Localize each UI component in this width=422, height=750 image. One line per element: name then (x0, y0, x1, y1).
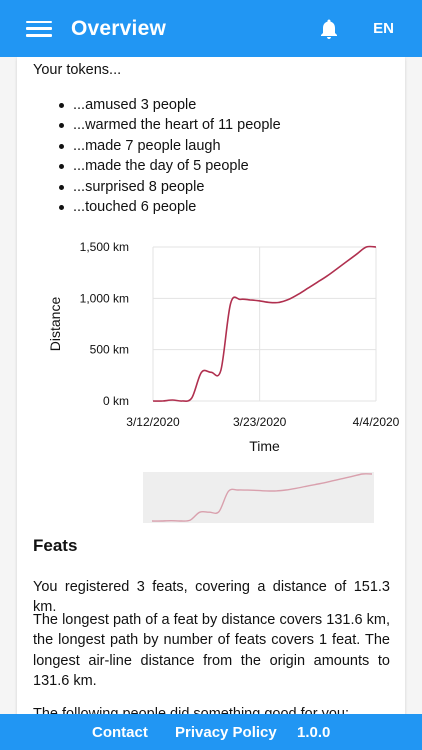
overview-card: Your tokens... ...amused 3 people ...war… (17, 57, 405, 717)
token-item: ...touched 6 people (59, 197, 389, 217)
feats-heading: Feats (33, 536, 78, 555)
distance-series-line (152, 245, 377, 402)
tokens-list: ...amused 3 people ...warmed the heart o… (59, 95, 389, 217)
bell-icon[interactable] (317, 17, 341, 41)
token-item: ...made 7 people laugh (59, 136, 389, 156)
feats-more: The following people did something good … (33, 706, 349, 717)
distance-chart: 0 km 500 km 1,000 km 1,500 km 3/12/2020 3/23/… (17, 232, 405, 532)
page-title: Overview (71, 16, 166, 40)
y-tick-label: 1,000 km (80, 291, 129, 305)
feats-summary: You registered 3 feats, covering a dista… (33, 579, 390, 616)
y-tick-label: 0 km (103, 394, 129, 408)
tokens-intro: Your tokens... (33, 62, 122, 78)
token-item: ...warmed the heart of 11 people (59, 115, 389, 135)
x-axis-title: Time (249, 438, 280, 454)
token-item: ...made the day of 5 people (59, 156, 389, 176)
y-tick-label: 1,500 km (80, 240, 129, 254)
footer: Contact Privacy Policy 1.0.0 (0, 714, 422, 750)
distance-chart-svg: 0 km 500 km 1,000 km 1,500 km 3/12/2020 3/23/… (47, 240, 400, 523)
app-bar: Overview EN (0, 0, 422, 57)
x-tick-label: 3/23/2020 (233, 415, 287, 429)
x-tick-label: 4/4/2020 (353, 415, 400, 429)
version-label: 1.0.0 (297, 723, 331, 741)
language-selector[interactable]: EN (373, 20, 394, 37)
privacy-policy-link[interactable]: Privacy Policy (175, 723, 277, 741)
x-tick-label: 3/12/2020 (126, 415, 180, 429)
range-selector-line (151, 473, 373, 522)
y-tick-label: 500 km (90, 343, 129, 357)
token-item: ...amused 3 people (59, 95, 389, 115)
feats-details: The longest path of a feat by distance c… (33, 612, 390, 689)
contact-link[interactable]: Contact (92, 723, 148, 741)
menu-icon[interactable] (26, 18, 52, 40)
token-item: ...surprised 8 people (59, 177, 389, 197)
y-axis-title: Distance (47, 297, 63, 352)
